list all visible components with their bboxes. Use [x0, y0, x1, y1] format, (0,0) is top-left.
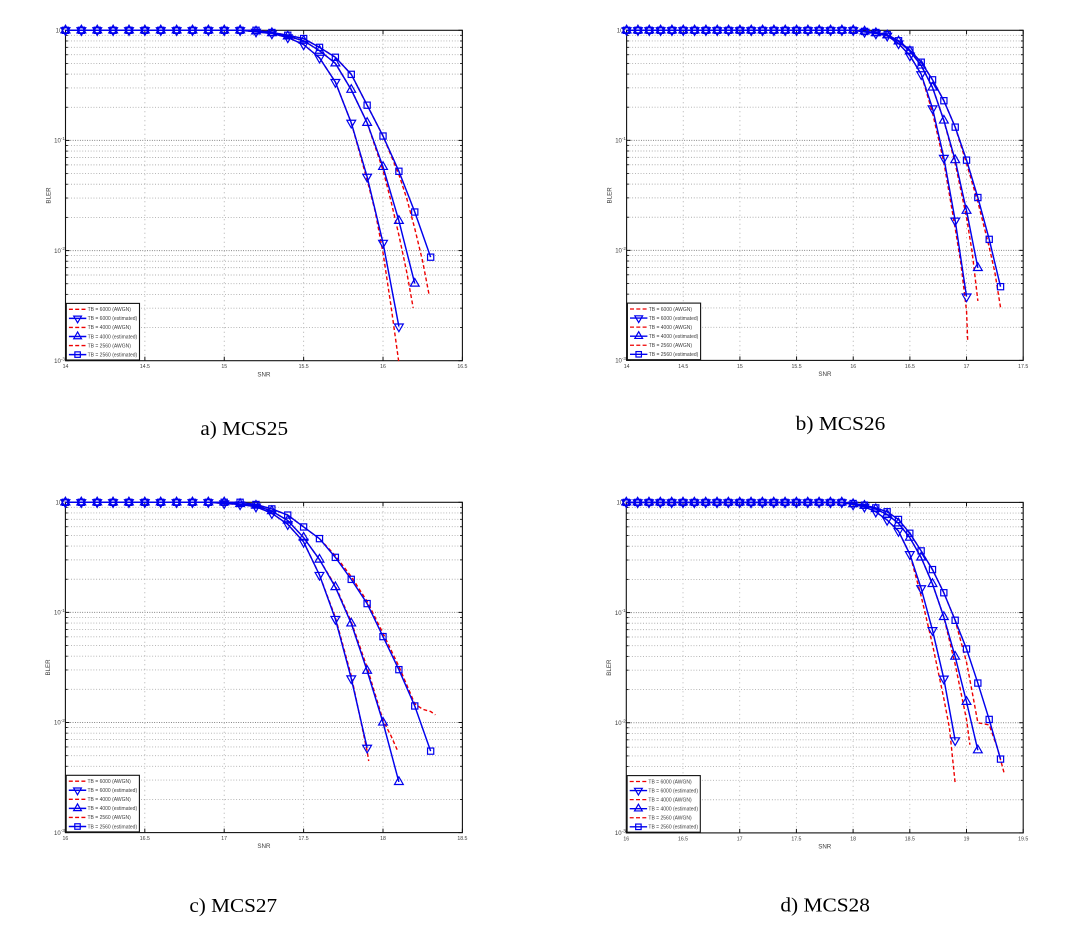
svg-text:17.5: 17.5 — [791, 836, 801, 842]
svg-text:TB = 2560 (estimated): TB = 2560 (estimated) — [88, 352, 138, 358]
svg-text:BLER: BLER — [45, 187, 52, 204]
svg-text:10-3: 10-3 — [54, 828, 65, 837]
svg-text:17: 17 — [964, 364, 970, 370]
svg-text:10-2: 10-2 — [615, 246, 626, 255]
svg-text:10-3: 10-3 — [54, 356, 65, 365]
svg-text:19.5: 19.5 — [1018, 836, 1028, 842]
svg-text:16: 16 — [850, 364, 856, 370]
svg-text:19: 19 — [964, 836, 970, 842]
svg-text:10-3: 10-3 — [615, 829, 626, 838]
svg-text:TB = 6000 (estimated): TB = 6000 (estimated) — [88, 788, 138, 794]
svg-text:TB = 2560 (AWGN): TB = 2560 (AWGN) — [88, 815, 132, 821]
svg-text:TB = 6000 (estimated): TB = 6000 (estimated) — [648, 788, 698, 794]
svg-text:18: 18 — [380, 836, 386, 842]
svg-text:15: 15 — [221, 364, 227, 370]
svg-text:18.5: 18.5 — [905, 836, 915, 842]
svg-text:14: 14 — [624, 364, 630, 370]
svg-text:TB = 4000 (estimated): TB = 4000 (estimated) — [88, 806, 138, 812]
svg-text:BLER: BLER — [606, 659, 613, 676]
svg-text:18.5: 18.5 — [457, 836, 467, 842]
svg-text:10-2: 10-2 — [54, 718, 65, 727]
svg-text:TB = 6000 (AWGN): TB = 6000 (AWGN) — [649, 307, 693, 313]
svg-text:17: 17 — [221, 836, 227, 842]
svg-text:10-1: 10-1 — [615, 136, 626, 145]
svg-text:16.5: 16.5 — [678, 836, 688, 842]
svg-text:b) MCS26: b) MCS26 — [796, 413, 886, 435]
svg-text:TB = 2560 (AWGN): TB = 2560 (AWGN) — [649, 343, 693, 349]
svg-text:16.5: 16.5 — [140, 836, 150, 842]
svg-text:BLER: BLER — [606, 187, 613, 204]
svg-text:16.5: 16.5 — [457, 364, 467, 370]
svg-text:TB = 2560 (estimated): TB = 2560 (estimated) — [648, 825, 698, 831]
svg-text:10-1: 10-1 — [54, 608, 65, 617]
svg-text:TB = 4000 (estimated): TB = 4000 (estimated) — [648, 806, 698, 812]
svg-text:TB = 2560 (estimated): TB = 2560 (estimated) — [88, 824, 138, 830]
svg-text:TB = 2560 (estimated): TB = 2560 (estimated) — [649, 352, 699, 358]
svg-text:10-2: 10-2 — [54, 246, 65, 255]
svg-text:SNR: SNR — [257, 371, 271, 378]
svg-text:BLER: BLER — [45, 659, 52, 676]
svg-text:10-3: 10-3 — [615, 356, 626, 365]
svg-text:TB = 6000 (estimated): TB = 6000 (estimated) — [649, 316, 699, 322]
svg-text:16: 16 — [623, 836, 629, 842]
svg-text:a) MCS25: a) MCS25 — [200, 418, 288, 440]
svg-text:TB = 4000 (AWGN): TB = 4000 (AWGN) — [648, 797, 692, 803]
svg-text:TB = 4000 (estimated): TB = 4000 (estimated) — [649, 334, 699, 340]
svg-text:14.5: 14.5 — [678, 364, 688, 370]
svg-text:c) MCS27: c) MCS27 — [189, 895, 277, 917]
svg-text:17: 17 — [737, 836, 743, 842]
svg-text:18: 18 — [850, 836, 856, 842]
svg-text:14.5: 14.5 — [140, 364, 150, 370]
svg-text:16.5: 16.5 — [905, 364, 915, 370]
svg-text:TB = 4000 (AWGN): TB = 4000 (AWGN) — [88, 325, 132, 331]
svg-text:SNR: SNR — [818, 371, 832, 378]
svg-text:17.5: 17.5 — [299, 836, 309, 842]
svg-text:d) MCS28: d) MCS28 — [780, 895, 870, 917]
svg-text:TB = 4000 (AWGN): TB = 4000 (AWGN) — [649, 325, 693, 331]
svg-text:16: 16 — [63, 836, 69, 842]
svg-text:10-1: 10-1 — [54, 136, 65, 145]
svg-text:TB = 2560 (AWGN): TB = 2560 (AWGN) — [88, 343, 132, 349]
svg-text:TB = 6000 (AWGN): TB = 6000 (AWGN) — [88, 307, 132, 313]
svg-text:TB = 4000 (estimated): TB = 4000 (estimated) — [88, 334, 138, 340]
svg-text:15: 15 — [737, 364, 743, 370]
svg-text:TB = 6000 (estimated): TB = 6000 (estimated) — [88, 316, 138, 322]
svg-text:15.5: 15.5 — [792, 364, 802, 370]
svg-text:17.5: 17.5 — [1018, 364, 1028, 370]
svg-text:TB = 4000 (AWGN): TB = 4000 (AWGN) — [88, 797, 132, 803]
svg-text:16: 16 — [380, 364, 386, 370]
svg-text:TB = 6000 (AWGN): TB = 6000 (AWGN) — [648, 779, 692, 785]
svg-text:10-1: 10-1 — [615, 608, 626, 617]
svg-text:SNR: SNR — [257, 843, 271, 850]
svg-text:14: 14 — [63, 364, 69, 370]
svg-text:SNR: SNR — [818, 844, 832, 851]
svg-text:15.5: 15.5 — [299, 364, 309, 370]
svg-text:TB = 2560 (AWGN): TB = 2560 (AWGN) — [648, 816, 692, 822]
svg-text:TB = 6000 (AWGN): TB = 6000 (AWGN) — [88, 779, 132, 785]
svg-text:10-2: 10-2 — [615, 718, 626, 727]
